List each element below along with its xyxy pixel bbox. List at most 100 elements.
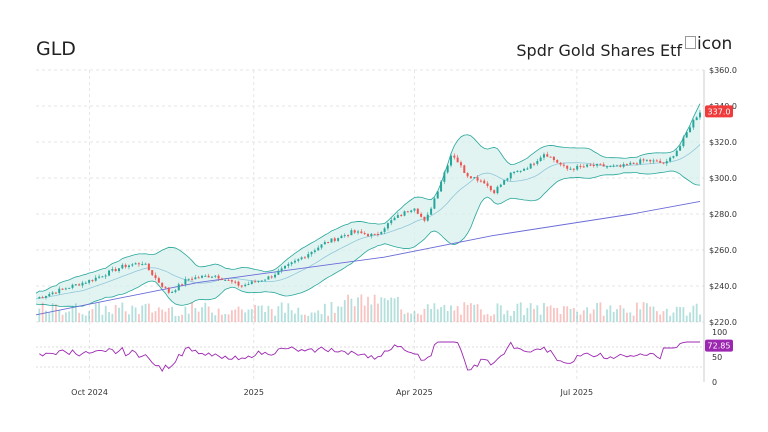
candle-body	[191, 278, 194, 280]
volume-bar	[131, 305, 134, 322]
volume-bar	[692, 305, 695, 322]
volume-bar	[503, 314, 506, 322]
candle-body	[386, 223, 389, 229]
volume-bar	[589, 313, 592, 322]
candle-body	[323, 242, 326, 245]
volume-bar	[645, 303, 648, 322]
volume-bar	[652, 306, 655, 322]
broken-image-icon	[685, 36, 696, 49]
candle-body	[367, 234, 369, 236]
volume-bar	[629, 312, 632, 322]
candle-body	[320, 244, 323, 248]
volume-bar	[363, 305, 366, 322]
candle-body	[161, 282, 164, 287]
candle-body	[360, 231, 363, 234]
volume-bar	[297, 307, 300, 322]
price-tick-label: $280.0	[709, 210, 737, 219]
price-tick-label: $300.0	[709, 174, 737, 183]
volume-bar	[217, 308, 220, 322]
volume-bar	[616, 309, 618, 322]
volume-bar	[280, 302, 283, 322]
volume-bar	[38, 308, 41, 322]
volume-bar	[413, 311, 416, 322]
candle-body	[137, 263, 140, 265]
candle-body	[204, 275, 207, 277]
candle-body	[337, 238, 340, 241]
volume-bar	[689, 312, 691, 322]
volume-bar	[420, 314, 423, 322]
volume-bar	[194, 308, 197, 322]
volume-bar	[317, 310, 320, 322]
candle-body	[390, 220, 393, 224]
candle-body	[682, 137, 685, 147]
volume-bar	[41, 302, 44, 322]
candle-body	[685, 132, 688, 138]
candle-body	[151, 270, 154, 276]
volume-bar	[74, 303, 77, 322]
volume-bar	[58, 310, 61, 322]
candle-body	[330, 238, 333, 243]
candles	[38, 110, 701, 300]
volume-bar	[323, 303, 326, 322]
candle-body	[111, 269, 114, 271]
volume-bar	[71, 305, 74, 322]
candle-body	[592, 165, 595, 167]
candle-body	[264, 279, 267, 281]
candle-body	[609, 165, 612, 167]
volume-bar	[307, 315, 310, 322]
volume-bar	[197, 311, 200, 322]
volume-bar	[347, 294, 349, 322]
volume-bar	[446, 311, 449, 322]
volume-bar	[48, 312, 51, 322]
volume-bar	[499, 305, 502, 322]
candle-body	[38, 297, 41, 299]
candle-body	[280, 268, 283, 271]
rsi-tick-label: 50	[712, 353, 722, 362]
time-tick-label: 2025	[244, 388, 264, 397]
volume-bar	[450, 305, 452, 322]
volume-bar	[340, 306, 343, 322]
candle-body	[91, 280, 94, 282]
volume-bar	[387, 300, 389, 322]
volume-bar	[642, 302, 645, 322]
candle-body	[370, 233, 373, 236]
volume-bar	[685, 315, 688, 322]
candle-body	[612, 165, 615, 167]
candle-body	[227, 279, 230, 281]
volume-bar	[553, 307, 555, 322]
candle-body	[118, 268, 120, 272]
candle-body	[559, 162, 562, 165]
candle-body	[260, 280, 263, 282]
candle-body	[78, 284, 81, 286]
candle-body	[423, 216, 426, 221]
volume-bar	[596, 302, 598, 322]
candle-body	[373, 233, 376, 235]
candle-body	[669, 157, 672, 162]
candle-body	[290, 262, 293, 265]
bollinger-lower-line	[35, 170, 701, 307]
volume-bar	[84, 315, 87, 322]
candle-body	[493, 190, 496, 194]
candle-body	[68, 287, 71, 289]
candle-body	[622, 164, 625, 167]
volume-bar	[287, 303, 290, 322]
volume-bar	[327, 315, 330, 322]
candle-body	[147, 263, 150, 271]
candle-body	[134, 263, 137, 265]
volume-bar	[380, 297, 383, 322]
volume-bar	[164, 311, 167, 322]
volume-bar	[304, 314, 306, 322]
volume-bar	[91, 309, 94, 322]
volume-bar	[569, 308, 572, 322]
candle-body	[307, 254, 310, 258]
candle-body	[267, 276, 270, 280]
volume-bar	[626, 312, 628, 322]
candle-body	[363, 233, 366, 235]
candle-body	[403, 211, 406, 216]
candle-body	[313, 250, 316, 252]
candle-body	[250, 281, 253, 284]
volume-bar	[576, 311, 579, 322]
candle-body	[393, 217, 396, 221]
volume-bar	[599, 302, 602, 322]
candle-body	[207, 275, 210, 278]
